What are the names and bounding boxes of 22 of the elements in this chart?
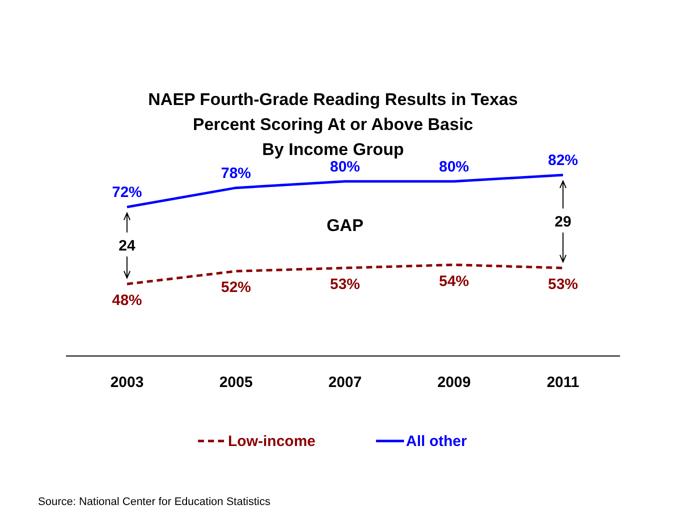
data-label: 53%: [330, 276, 360, 293]
data-label: 80%: [438, 158, 470, 176]
data-label: 72%: [112, 184, 142, 202]
legend-label: Low-income: [228, 433, 316, 450]
data-label: 52%: [220, 279, 252, 296]
data-label: 78%: [220, 164, 252, 182]
data-label: 80%: [330, 158, 360, 176]
data-label: 82%: [548, 152, 578, 169]
x-tick-label: 2005: [219, 374, 253, 391]
data-label: 54%: [438, 272, 470, 290]
data-label: 48%: [112, 292, 142, 309]
x-tick-label: 2011: [546, 374, 580, 391]
annotation: GAP: [326, 216, 364, 235]
annotation: 24: [118, 238, 136, 255]
chart-title: NAEP Fourth-Grade Reading Results in Texas Percent Scoring At or Above Basic By Income Group: [148, 90, 518, 159]
x-tick-label: 2003: [110, 374, 144, 391]
legend-label: All other: [406, 433, 467, 450]
source-note: Source: National Center for Education Statistics: [38, 496, 271, 508]
x-tick-label: 2009: [437, 374, 471, 391]
x-tick-label: 2007: [328, 374, 362, 391]
annotation: 29: [554, 213, 572, 230]
data-label: 53%: [548, 276, 578, 293]
